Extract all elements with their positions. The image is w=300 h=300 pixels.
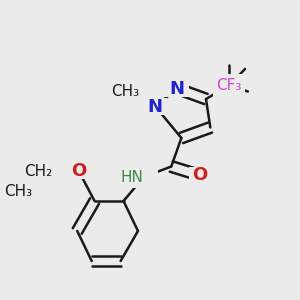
- Text: HN: HN: [121, 169, 144, 184]
- Text: O: O: [193, 167, 208, 184]
- FancyBboxPatch shape: [166, 80, 189, 97]
- FancyBboxPatch shape: [67, 163, 90, 179]
- Text: N: N: [148, 98, 163, 116]
- Text: O: O: [71, 162, 86, 180]
- FancyBboxPatch shape: [189, 167, 212, 184]
- Text: CF₃: CF₃: [216, 78, 242, 93]
- Text: CH₃: CH₃: [4, 184, 32, 200]
- Text: N: N: [169, 80, 184, 98]
- FancyBboxPatch shape: [16, 180, 48, 203]
- FancyBboxPatch shape: [37, 159, 68, 182]
- FancyBboxPatch shape: [129, 167, 158, 188]
- FancyBboxPatch shape: [213, 74, 245, 97]
- FancyBboxPatch shape: [124, 80, 155, 103]
- Text: CH₃: CH₃: [111, 84, 140, 99]
- FancyBboxPatch shape: [144, 98, 167, 115]
- Text: CH₂: CH₂: [24, 164, 52, 178]
